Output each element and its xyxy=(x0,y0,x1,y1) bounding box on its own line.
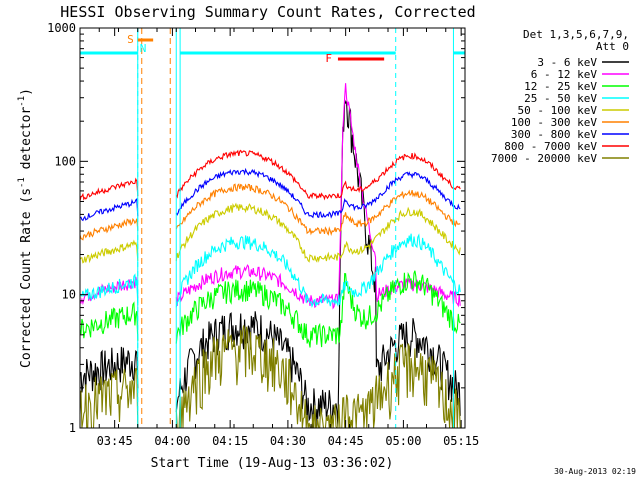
y-axis-label: Corrected Count Rate (s-1 detector-1) xyxy=(17,88,34,368)
overlay-layer: SN F xyxy=(80,28,465,428)
series-trace xyxy=(79,270,461,348)
legend-entry-label: 12 - 25 keV xyxy=(524,80,597,93)
legend-entry-label: 3 - 6 keV xyxy=(537,56,597,69)
legend-entry-label: 6 - 12 keV xyxy=(531,68,598,81)
x-tick-label: 04:15 xyxy=(212,434,248,448)
series-trace xyxy=(79,149,461,201)
flare-bar-label: F xyxy=(325,52,332,65)
saa-label: N xyxy=(140,42,147,55)
y-tick-label: 1 xyxy=(69,421,76,435)
legend-entry-label: 50 - 100 keV xyxy=(518,104,598,117)
y-tick-label: 10 xyxy=(62,288,76,302)
series-trace xyxy=(79,167,461,222)
series-trace xyxy=(79,183,461,241)
x-tick-label: 04:30 xyxy=(270,434,306,448)
x-tick-label: 04:00 xyxy=(154,434,190,448)
legend-entry-label: 7000 - 20000 keV xyxy=(491,152,597,165)
y-tick-label: 100 xyxy=(54,154,76,168)
series-layer xyxy=(79,83,461,429)
legend-entry-label: 100 - 300 keV xyxy=(511,116,597,129)
legend-header-attenuator: Att 0 xyxy=(596,40,629,53)
series-trace xyxy=(79,202,461,264)
attenuator-bar-label: S xyxy=(127,33,134,46)
series-trace xyxy=(79,233,461,309)
y-tick-label: 1000 xyxy=(47,21,76,35)
legend-entry-label: 800 - 7000 keV xyxy=(504,140,597,153)
chart-title: HESSI Observing Summary Count Rates, Cor… xyxy=(60,3,475,21)
x-tick-label: 05:15 xyxy=(443,434,479,448)
series-trace xyxy=(79,325,461,429)
legend-header-detectors: Det 1,3,5,6,7,9, xyxy=(523,28,629,41)
footer-date: 30-Aug-2013 02:19 xyxy=(554,467,636,476)
x-tick-label: 04:45 xyxy=(328,434,364,448)
x-tick-label: 03:45 xyxy=(97,434,133,448)
legend-entry-label: 300 - 800 keV xyxy=(511,128,597,141)
legend-entry-label: 25 - 50 keV xyxy=(524,92,597,105)
x-tick-label: 05:00 xyxy=(385,434,421,448)
x-axis-label: Start Time (19-Aug-13 03:36:02) xyxy=(151,456,394,471)
axis-ticks: 03:45 04:00 04:15 04:30 04:45 05:00 05:15 1 10 10… xyxy=(47,21,479,448)
